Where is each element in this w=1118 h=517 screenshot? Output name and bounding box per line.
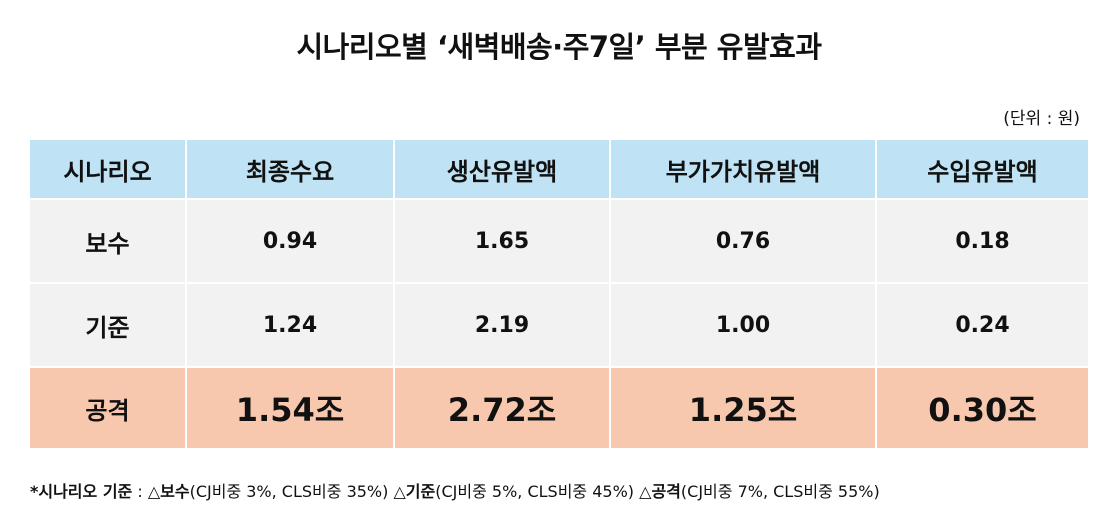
footnote-mark: △: [393, 482, 406, 501]
cell-value: 0.76: [609, 199, 877, 284]
cell-value: 0.24: [875, 283, 1090, 368]
footnote-name: 보수: [160, 482, 190, 501]
header-production: 생산유발액: [393, 140, 611, 200]
cell-value: 1.24: [185, 283, 395, 368]
cell-value: 0.30조: [875, 367, 1090, 450]
footnote-mark: △: [147, 482, 161, 501]
table-row: 보수 0.94 1.65 0.76 0.18: [28, 199, 1090, 284]
footnote-mark: △: [639, 482, 652, 501]
footnote-detail: (CJ비중 3%, CLS비중 35%): [189, 482, 389, 501]
footnote-name: 공격: [651, 482, 681, 501]
cell-value: 0.94: [185, 199, 395, 284]
cell-value: 1.25조: [609, 367, 877, 450]
page-title: 시나리오별 ‘새벽배송·주7일’ 부분 유발효과: [296, 30, 822, 64]
row-scenario: 공격: [28, 367, 187, 450]
row-scenario: 보수: [28, 199, 187, 284]
footnote-prefix: *시나리오 기준: [30, 482, 133, 501]
row-scenario: 기준: [28, 283, 187, 368]
header-import: 수입유발액: [875, 140, 1090, 200]
table-row: 기준 1.24 2.19 1.00 0.24: [28, 283, 1090, 368]
cell-value: 2.19: [393, 283, 611, 368]
footnote-detail: (CJ비중 5%, CLS비중 45%): [435, 482, 635, 501]
cell-value: 1.65: [393, 199, 611, 284]
header-scenario: 시나리오: [28, 140, 187, 200]
header-final-demand: 최종수요: [185, 140, 395, 200]
footnote-name: 기준: [405, 482, 436, 501]
footnote: *시나리오 기준 : △보수(CJ비중 3%, CLS비중 35%) △기준(C…: [30, 478, 880, 502]
footnote-sep: :: [132, 482, 148, 501]
cell-value: 2.72조: [393, 367, 611, 450]
cell-value: 0.18: [875, 199, 1090, 284]
table-header-row: 시나리오 최종수요 생산유발액 부가가치유발액 수입유발액: [28, 140, 1090, 200]
footnote-detail: (CJ비중 7%, CLS비중 55%): [680, 482, 880, 501]
effects-table: 시나리오 최종수요 생산유발액 부가가치유발액 수입유발액 보수 0.94 1.…: [28, 140, 1090, 450]
unit-label: (단위 : 원): [1003, 109, 1080, 129]
cell-value: 1.54조: [185, 367, 395, 450]
table-row-highlight: 공격 1.54조 2.72조 1.25조 0.30조: [28, 367, 1090, 450]
header-value-added: 부가가치유발액: [609, 140, 877, 200]
cell-value: 1.00: [609, 283, 877, 368]
